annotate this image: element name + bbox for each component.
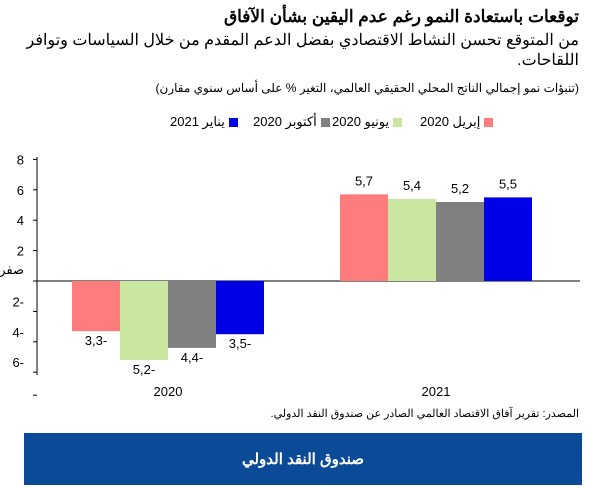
bar <box>120 281 168 361</box>
legend-label-jun-2020: يونيو 2020 <box>332 114 390 129</box>
y-tick-label: 4 <box>17 213 24 228</box>
y-tick-label: 6- <box>12 355 24 370</box>
legend-swatch-jan-2021 <box>228 117 238 127</box>
data-label: 5,4 <box>403 178 421 193</box>
bar-chart: 8 6 4 2 صفر 2- 4- 6- 3,3- 5,2- 4,4- 3,5- 2020 5,7 5,4 5… <box>0 152 580 399</box>
y-tick-label: 2- <box>12 294 24 309</box>
legend-swatch-oct-2020 <box>320 117 330 127</box>
bar <box>484 197 532 281</box>
data-label: 3,3- <box>85 333 107 348</box>
data-label: 5,2 <box>451 181 469 196</box>
y-tick-label: 4- <box>12 325 24 340</box>
source-note: المصدر: تقرير آفاق الاقتصاد العالمي الصا… <box>270 408 579 420</box>
legend-label-oct-2020: أكتوبر 2020 <box>253 114 317 129</box>
chart-subtitle: من المتوقع تحسن النشاط الاقتصادي بفضل ال… <box>26 32 580 69</box>
legend-label-jan-2021: يناير 2021 <box>170 114 225 129</box>
y-tick-label: 2 <box>17 244 24 259</box>
y-tick-label: صفر <box>0 262 24 278</box>
data-label: 5,5 <box>499 176 517 191</box>
bar <box>388 198 436 281</box>
bar <box>72 281 120 332</box>
legend-label-apr-2020: إبريل 2020 <box>420 114 481 129</box>
x-tick-label: 2020 <box>154 384 183 399</box>
data-label: 5,2- <box>133 362 155 377</box>
legend: إبريل 2020 يونيو 2020 أكتوبر 2020 يناير … <box>165 114 510 134</box>
chart-note: (تنبؤات نمو إجمالي الناتج المحلي الحقيقي… <box>155 81 579 95</box>
data-label: 3,5- <box>229 336 251 351</box>
legend-swatch-jun-2020 <box>393 117 403 127</box>
legend-item-apr-2020: إبريل 2020 <box>420 114 494 130</box>
bar <box>340 194 388 281</box>
data-label: 5,7 <box>355 173 373 188</box>
legend-item-jun-2020: يونيو 2020 <box>332 114 403 130</box>
legend-item-jan-2021: يناير 2021 <box>170 114 238 130</box>
legend-swatch-apr-2020 <box>484 117 494 127</box>
x-tick-label: 2021 <box>422 384 451 399</box>
y-tick-label: 8 <box>17 152 24 167</box>
bar <box>168 281 216 348</box>
data-label: 4,4- <box>181 350 203 365</box>
legend-item-oct-2020: أكتوبر 2020 <box>253 114 330 130</box>
footer-label: صندوق النقد الدولي <box>241 451 364 468</box>
bar <box>216 281 264 335</box>
bar <box>436 201 484 281</box>
chart-title: توقعات باستعادة النمو رغم عدم اليقين بشأ… <box>223 7 579 26</box>
footer-banner: صندوق النقد الدولي <box>24 433 582 485</box>
y-tick-label: 6 <box>17 183 24 198</box>
